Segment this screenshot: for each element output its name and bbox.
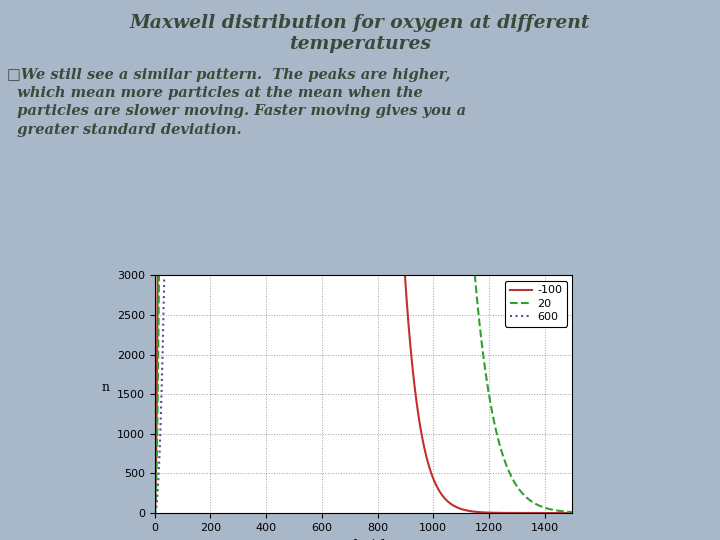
- 20: [568, 509, 577, 515]
- Line: 20: 20: [155, 0, 572, 513]
- -100: [515, 510, 523, 516]
- Text: temperatures: temperatures: [289, 35, 431, 53]
- Text: Maxwell distribution for oxygen at different: Maxwell distribution for oxygen at diffe…: [130, 14, 590, 31]
- X-axis label: v [m/s]: v [m/s]: [342, 538, 385, 540]
- Legend: -100, 20, 600: -100, 20, 600: [505, 281, 567, 327]
- -100: [150, 510, 159, 516]
- 20: [150, 510, 159, 516]
- Text: □We still see a similar pattern.  The peaks are higher,
  which mean more partic: □We still see a similar pattern. The pea…: [7, 68, 467, 137]
- Y-axis label: n: n: [102, 381, 110, 394]
- 20: [515, 487, 523, 493]
- 600: [150, 510, 159, 516]
- -100: [560, 510, 569, 516]
- 20: [560, 508, 569, 515]
- -100: [568, 510, 577, 516]
- Line: -100: -100: [155, 0, 572, 513]
- Line: 600: 600: [155, 0, 572, 513]
